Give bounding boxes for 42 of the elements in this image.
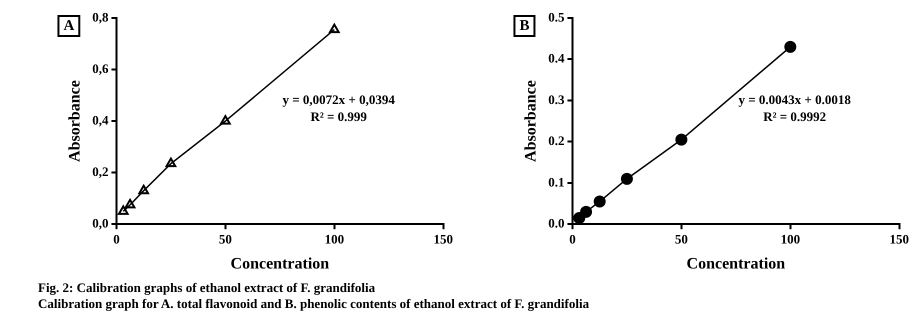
x-tick-label: 150 [890, 231, 909, 246]
y-tick-label: 0.4 [548, 50, 565, 66]
annotation: R² = 0.9992 [763, 108, 826, 124]
point [675, 134, 688, 146]
point [594, 196, 606, 208]
caption: Fig. 2: Calibration graphs of ethanol extract of F. grandifolia [38, 280, 376, 296]
chart-title: B [519, 18, 530, 34]
x-tick-label: 50 [674, 231, 688, 246]
y-tick-label: 0,6 [92, 60, 109, 76]
annotation: y = 0.0043x + 0.0018 [738, 92, 852, 107]
y-tick-label: 0,0 [92, 216, 108, 231]
y-tick-label: 0.2 [548, 133, 564, 148]
annotation: y = 0,0072x + 0,0394 [282, 92, 396, 107]
y-tick-label: 0.5 [548, 9, 565, 24]
point [220, 115, 231, 125]
y-axis-title: Absorbance [66, 80, 84, 162]
x-tick-label: 100 [780, 231, 800, 246]
point [124, 198, 136, 208]
point [328, 24, 340, 34]
point [580, 206, 592, 218]
point [620, 172, 633, 185]
y-tick-label: 0.1 [548, 174, 564, 190]
x-tick-label: 50 [218, 231, 232, 246]
y-tick-label: 0,8 [92, 9, 109, 24]
y-tick-label: 0.3 [548, 92, 565, 107]
x-tick-label: 0 [113, 231, 120, 246]
y-axis-title: Absorbance [522, 80, 540, 162]
point [138, 184, 150, 194]
y-tick-label: 0,4 [92, 112, 109, 128]
y-tick-label: 0,2 [92, 164, 108, 180]
x-tick-label: 0 [569, 231, 576, 246]
point [118, 205, 129, 215]
point [784, 40, 796, 53]
chart-title: A [63, 18, 74, 34]
y-tick-label: 0.0 [548, 216, 564, 231]
x-tick-label: 150 [434, 231, 453, 246]
point [166, 158, 176, 168]
x-axis-title: Concentration [686, 256, 786, 273]
text: Calibration graph for A. total flavonoid and B. phenolic contents of ethanol extract of F. grandifolia [38, 296, 590, 312]
x-tick-label: 100 [324, 231, 344, 246]
x-axis-title: Concentration [230, 256, 330, 273]
annotation: R² = 0.999 [310, 108, 368, 124]
